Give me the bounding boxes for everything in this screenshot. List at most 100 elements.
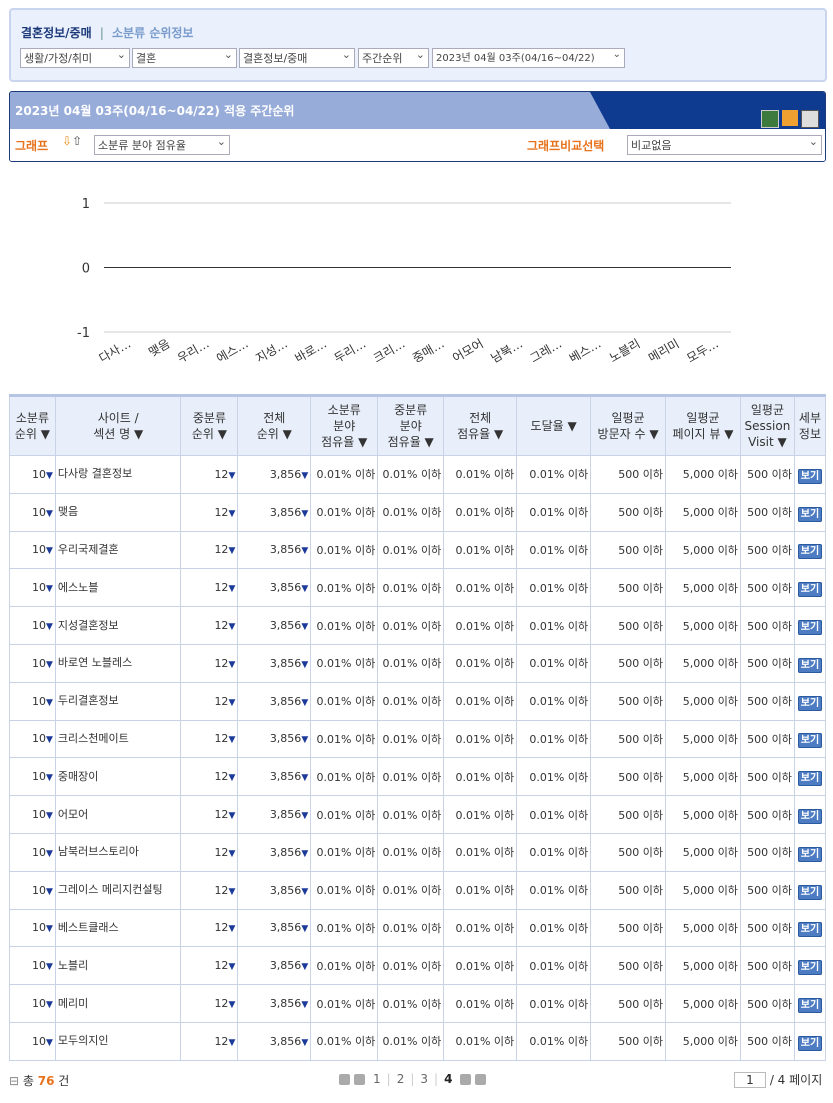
view-detail-button[interactable]: 보기 <box>797 582 823 598</box>
site-name: 그레이스 메리지컨설팅 <box>57 883 163 897</box>
cell: 바로연 노블레스 <box>54 643 182 683</box>
cell: 12▼ <box>180 719 239 759</box>
cell: 보기 <box>793 946 827 986</box>
section-select[interactable]: 결혼정보/중매 <box>239 45 355 68</box>
next-page-icon[interactable] <box>460 1074 472 1085</box>
column-header[interactable]: 중분류 순위 ▼ <box>180 395 239 456</box>
cell: 0.01% 이하 <box>377 832 445 872</box>
view-detail-button[interactable]: 보기 <box>797 809 823 825</box>
view-detail-button[interactable]: 보기 <box>797 544 823 560</box>
cell: 500 이하 <box>739 568 795 608</box>
total-count: ⊟ 총 76 건 <box>9 1074 70 1088</box>
cell: 3,856▼ <box>237 606 312 645</box>
column-header[interactable]: 전체 순위 ▼ <box>237 395 312 456</box>
page-link[interactable]: 1 <box>373 1072 381 1086</box>
cell: 10▼ <box>9 530 56 570</box>
first-page-icon[interactable] <box>339 1074 350 1085</box>
cell: 0.01% 이하 <box>516 757 592 797</box>
excel-icon[interactable] <box>761 110 779 128</box>
rank-change-icon: ▼ <box>46 1037 53 1048</box>
site-name: 지성결혼정보 <box>57 618 119 632</box>
view-detail-button[interactable]: 보기 <box>797 998 823 1014</box>
cell: 12▼ <box>180 870 239 910</box>
cell: 500 이하 <box>590 492 666 532</box>
cell: 0.01% 이하 <box>310 832 379 872</box>
column-header[interactable]: 중분류 분야 점유율 ▼ <box>377 395 445 456</box>
column-header[interactable]: 일평균 Session Visit ▼ <box>739 395 795 456</box>
mail-icon[interactable] <box>782 110 798 126</box>
view-detail-button[interactable]: 보기 <box>797 468 823 484</box>
view-detail-button[interactable]: 보기 <box>797 846 823 862</box>
cell: 3,856▼ <box>237 946 312 986</box>
column-header[interactable]: 소분류 분야 점유율 ▼ <box>310 395 379 456</box>
subcategory-select[interactable]: 결혼 <box>132 45 237 68</box>
cell: 500 이하 <box>739 530 795 570</box>
sort-arrows-icon[interactable]: ⇩⇧ <box>62 134 83 148</box>
list-icon: ⊟ <box>9 1074 20 1088</box>
cell: 12▼ <box>180 984 239 1023</box>
rank-change-icon: ▼ <box>46 962 53 973</box>
x-tick-label: 남북… <box>488 336 525 365</box>
cell: 보기 <box>793 643 827 683</box>
rank-change-icon: ▼ <box>301 1000 309 1011</box>
prev-page-icon[interactable] <box>354 1074 365 1085</box>
cell: 0.01% 이하 <box>443 984 518 1023</box>
column-header[interactable]: 전체 점유율 ▼ <box>443 395 518 456</box>
view-detail-button[interactable]: 보기 <box>797 960 823 976</box>
view-detail-button[interactable]: 보기 <box>797 733 823 749</box>
cell: 500 이하 <box>739 946 795 986</box>
breadcrumb-current[interactable]: 결혼정보/중매 <box>21 26 92 40</box>
graph-metric-select[interactable]: 소분류 분야 점유율 <box>94 132 230 155</box>
column-header[interactable]: 일평균 방문자 수 ▼ <box>590 395 666 456</box>
cell: 3,856▼ <box>237 795 312 834</box>
cell: 0.01% 이하 <box>377 719 445 759</box>
view-detail-button[interactable]: 보기 <box>797 1035 823 1051</box>
cell: 0.01% 이하 <box>443 606 518 645</box>
cell: 500 이하 <box>590 643 666 683</box>
column-header[interactable]: 도달율 ▼ <box>516 395 592 456</box>
view-detail-button[interactable]: 보기 <box>797 695 823 711</box>
period-type-select[interactable]: 주간순위 <box>358 45 429 68</box>
table-row: 10▼ 노블리 12▼ 3,856▼ 0.01% 이하 0.01% 이하 0.01% 이하 0… <box>9 946 827 986</box>
page-link[interactable]: 2 <box>396 1072 405 1086</box>
table-row: 10▼ 다사랑 결혼정보 12▼ 3,856▼ 0.01% 이하 0.01% 이하 0.01… <box>9 455 827 494</box>
cell: 에스노블 <box>54 568 182 608</box>
cell: 12▼ <box>180 606 239 645</box>
cell: 500 이하 <box>590 946 666 986</box>
cell: 500 이하 <box>739 908 795 948</box>
page-link[interactable]: 4 <box>444 1072 453 1086</box>
view-detail-button[interactable]: 보기 <box>797 657 823 673</box>
compare-select[interactable]: 비교없음 <box>627 132 822 155</box>
x-tick-label: 지성… <box>253 336 290 365</box>
column-header[interactable]: 사이트 / 섹션 명 ▼ <box>54 395 182 456</box>
last-page-icon[interactable] <box>475 1074 487 1085</box>
column-header: 세부 정보 <box>793 395 827 456</box>
page-link[interactable]: 3 <box>420 1072 429 1086</box>
cell: 3,856▼ <box>237 681 312 721</box>
view-detail-button[interactable]: 보기 <box>797 922 823 938</box>
page-input[interactable]: 1 <box>734 1072 766 1088</box>
cell: 0.01% 이하 <box>443 795 518 834</box>
rank-change-icon: ▼ <box>301 470 309 481</box>
cell: 0.01% 이하 <box>516 984 592 1023</box>
cell: 5,000 이하 <box>665 984 741 1023</box>
column-header[interactable]: 일평균 페이지 뷰 ▼ <box>665 395 741 456</box>
view-detail-button[interactable]: 보기 <box>797 771 823 787</box>
rank-change-icon: ▼ <box>301 811 309 822</box>
site-name: 어모어 <box>57 807 89 821</box>
rank-change-icon: ▼ <box>46 811 53 822</box>
column-header[interactable]: 소분류 순위 ▼ <box>9 395 56 456</box>
rank-change-icon: ▼ <box>228 584 236 595</box>
cell: 12▼ <box>180 492 239 532</box>
cell: 500 이하 <box>590 455 666 494</box>
view-detail-button[interactable]: 보기 <box>797 506 823 522</box>
cell: 보기 <box>793 719 827 759</box>
week-select[interactable]: 2023년 04월 03주(04/16~04/22) <box>432 45 625 68</box>
x-tick-label: 어모어 <box>450 336 486 365</box>
print-icon[interactable] <box>801 110 819 128</box>
view-detail-button[interactable]: 보기 <box>797 884 823 900</box>
cell: 보기 <box>793 530 827 570</box>
view-detail-button[interactable]: 보기 <box>797 620 823 636</box>
category-select[interactable]: 생활/가정/취미 <box>20 45 130 68</box>
rank-change-icon: ▼ <box>46 659 53 670</box>
